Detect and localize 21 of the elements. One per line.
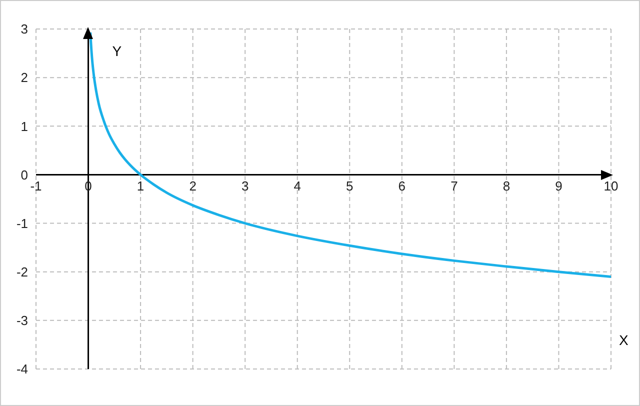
y-tick-label: 1 xyxy=(20,118,28,134)
y-tick-label: -3 xyxy=(16,313,28,328)
x-axis-title: X xyxy=(619,332,628,348)
y-tick-label: 0 xyxy=(20,167,28,182)
x-tick-label: 9 xyxy=(555,178,562,194)
y-tick-label: -2 xyxy=(16,264,28,280)
x-tick-label: 2 xyxy=(189,178,196,194)
x-tick-label: 5 xyxy=(346,178,354,194)
x-tick-label: 7 xyxy=(450,178,458,194)
y-tick-label: -4 xyxy=(16,362,28,377)
x-tick-label: -1 xyxy=(30,178,42,194)
y-tick-label: -1 xyxy=(16,216,28,231)
x-tick-label: 1 xyxy=(136,178,144,194)
y-axis-title: Y xyxy=(112,43,122,59)
x-tick-label: 3 xyxy=(241,178,249,194)
x-tick-label: 8 xyxy=(502,178,510,194)
y-tick-label: 3 xyxy=(20,22,28,37)
x-tick-label: 6 xyxy=(398,178,406,194)
x-tick-label: 4 xyxy=(294,178,301,194)
y-tick-label: 2 xyxy=(20,70,28,86)
x-tick-label: 10 xyxy=(604,178,618,194)
